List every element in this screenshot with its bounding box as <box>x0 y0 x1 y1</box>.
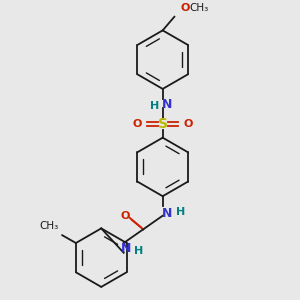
Text: H: H <box>134 246 143 256</box>
Text: CH₃: CH₃ <box>189 3 208 13</box>
Text: O: O <box>180 3 190 13</box>
Text: H: H <box>176 207 185 217</box>
Text: O: O <box>133 119 142 129</box>
Text: S: S <box>158 117 168 131</box>
Text: N: N <box>120 242 131 255</box>
Text: N: N <box>161 98 172 111</box>
Text: O: O <box>183 119 193 129</box>
Text: N: N <box>162 207 173 220</box>
Text: O: O <box>121 211 130 221</box>
Text: CH₃: CH₃ <box>39 221 58 231</box>
Text: H: H <box>150 101 160 112</box>
